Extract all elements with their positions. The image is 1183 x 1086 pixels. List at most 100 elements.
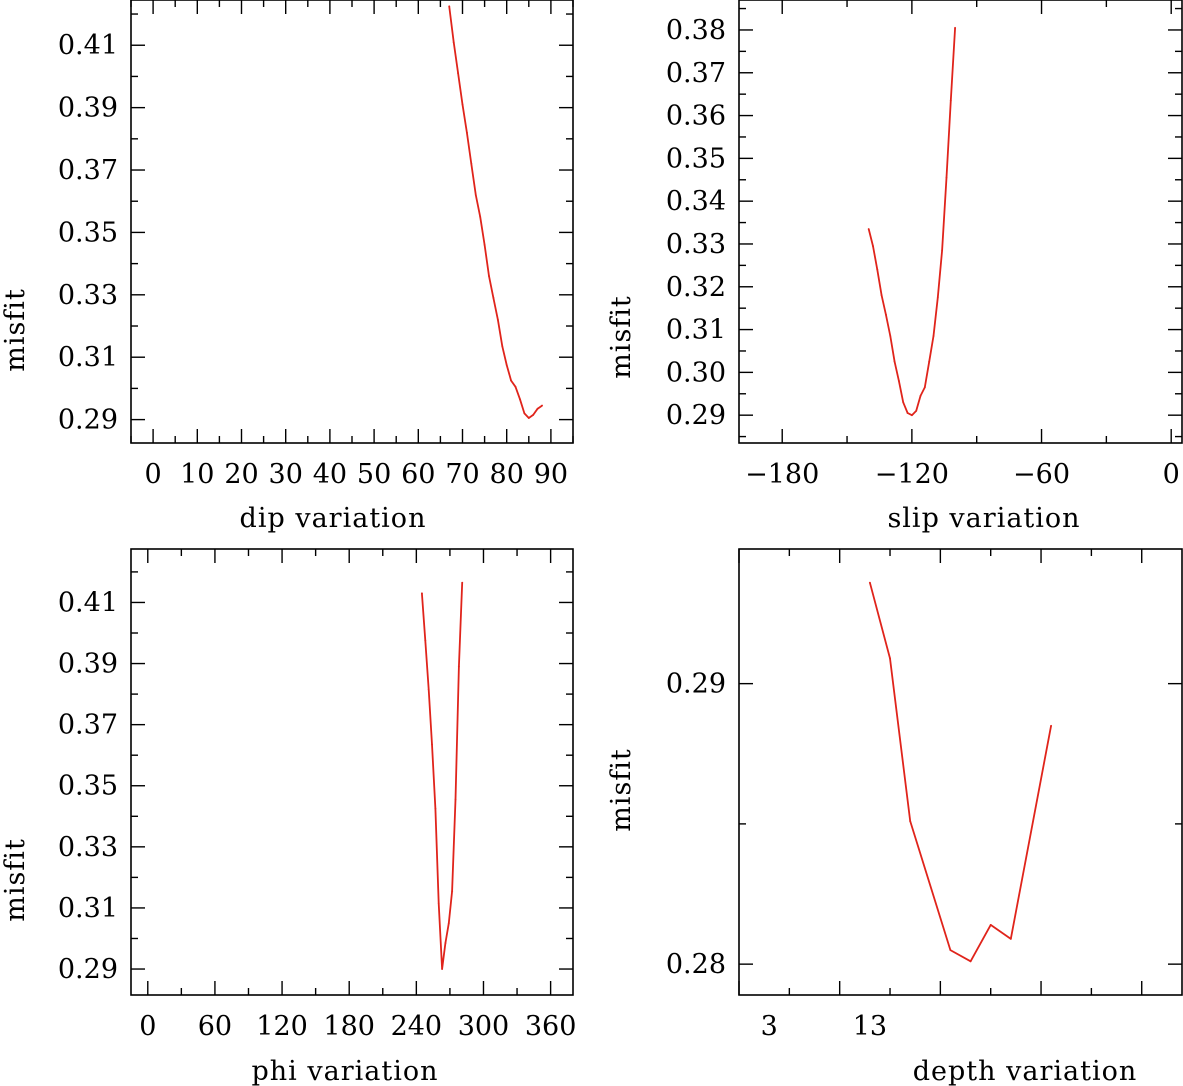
y-tick-label: 0.29 bbox=[58, 405, 118, 436]
x-tick-label: 60 bbox=[401, 459, 435, 490]
data-point bbox=[437, 902, 440, 905]
y-tick-label: 0.37 bbox=[666, 58, 726, 89]
data-point bbox=[452, 41, 455, 44]
data-point bbox=[523, 412, 526, 415]
y-axis-label: misfit bbox=[0, 838, 31, 922]
data-point bbox=[867, 228, 870, 230]
x-axis-label: depth variation bbox=[913, 1056, 1138, 1086]
y-tick-label: 0.34 bbox=[666, 186, 726, 217]
y-tick-label: 0.35 bbox=[666, 143, 726, 174]
x-tick-label: 360 bbox=[525, 1011, 577, 1042]
data-point bbox=[919, 395, 922, 397]
y-tick-label: 0.41 bbox=[58, 587, 118, 618]
chart-panel-3: 0 60 120 180 240 300 360 0.29 0.31 0.33 0.35 0.37 0.… bbox=[0, 548, 577, 1086]
x-tick-label: 30 bbox=[269, 459, 303, 490]
data-point bbox=[431, 743, 433, 746]
chart-panel-2: −180 −120 −60 0 0.29 0.30 0.31 0.32 0.33 0.34 0.35… bbox=[606, 0, 1183, 534]
x-tick-label: 60 bbox=[198, 1011, 232, 1042]
data-point bbox=[945, 176, 948, 179]
data-point bbox=[466, 131, 468, 134]
data-point bbox=[889, 335, 892, 337]
x-tick-label: 50 bbox=[357, 459, 391, 490]
y-tick-label: 0.39 bbox=[58, 93, 118, 124]
data-point bbox=[461, 581, 464, 584]
data-point bbox=[536, 407, 539, 410]
y-tick-label: 0.37 bbox=[58, 155, 118, 186]
y-tick-label: 0.30 bbox=[666, 357, 726, 388]
x-tick-label: 40 bbox=[313, 459, 347, 490]
y-tick-label: 0.31 bbox=[666, 315, 726, 346]
plot-frame bbox=[738, 0, 1183, 444]
y-tick-label: 0.37 bbox=[58, 710, 118, 741]
y-tick-label: 0.41 bbox=[58, 30, 118, 61]
series-line bbox=[448, 6, 543, 419]
data-point bbox=[527, 417, 530, 419]
y-tick-label: 0.28 bbox=[666, 949, 726, 980]
data-point bbox=[514, 385, 517, 388]
data-point bbox=[876, 268, 879, 271]
data-point bbox=[444, 942, 447, 944]
data-point bbox=[868, 581, 871, 584]
x-tick-label: 180 bbox=[323, 1011, 375, 1042]
x-axis-label: dip variation bbox=[240, 503, 427, 534]
series-line bbox=[421, 582, 464, 970]
data-point bbox=[434, 807, 437, 810]
y-tick-label: 0.35 bbox=[58, 771, 118, 802]
y-tick-label: 0.38 bbox=[666, 15, 726, 46]
data-point bbox=[441, 968, 443, 970]
data-point bbox=[910, 414, 913, 417]
data-point bbox=[989, 923, 992, 926]
x-tick-label: 90 bbox=[534, 459, 568, 490]
data-point bbox=[447, 922, 450, 925]
y-tick-label: 0.31 bbox=[58, 893, 118, 924]
x-tick-label: 0 bbox=[145, 459, 162, 490]
data-point bbox=[1050, 724, 1053, 727]
x-tick-label: 120 bbox=[256, 1011, 308, 1042]
data-point bbox=[949, 99, 952, 102]
data-point bbox=[902, 401, 905, 404]
data-point bbox=[492, 297, 495, 299]
data-point bbox=[451, 890, 454, 893]
data-point bbox=[893, 360, 896, 363]
y-tick-label: 0.33 bbox=[58, 280, 118, 311]
y-tick-label: 0.33 bbox=[666, 229, 726, 260]
y-tick-label: 0.29 bbox=[666, 669, 726, 700]
data-point bbox=[483, 243, 486, 246]
data-point bbox=[496, 318, 499, 321]
data-point bbox=[454, 798, 457, 801]
data-point bbox=[519, 398, 521, 401]
data-point bbox=[915, 409, 918, 412]
y-axis-label: misfit bbox=[606, 295, 637, 379]
x-axis-label: phi variation bbox=[251, 1056, 438, 1086]
data-point bbox=[427, 688, 430, 691]
chart-panel-1: 0 10 20 30 40 50 60 70 80 90 0.29 0.31 0.33 0.35 0.37 0… bbox=[0, 0, 574, 534]
x-tick-label: −180 bbox=[745, 459, 819, 490]
data-point bbox=[457, 72, 459, 75]
x-axis-label: slip variation bbox=[887, 503, 1080, 534]
data-point bbox=[424, 639, 427, 642]
series-line bbox=[867, 27, 956, 417]
y-axis-label: misfit bbox=[606, 748, 637, 832]
x-tick-label: −60 bbox=[1013, 459, 1070, 490]
data-point bbox=[949, 949, 952, 952]
x-tick-label: 80 bbox=[490, 459, 524, 490]
y-axis-label: misfit bbox=[0, 288, 31, 372]
data-point bbox=[488, 275, 490, 277]
x-tick-label: 70 bbox=[445, 459, 479, 490]
data-point bbox=[457, 665, 460, 668]
data-point bbox=[880, 294, 883, 297]
x-tick-label: −120 bbox=[875, 459, 949, 490]
plot-frame bbox=[738, 548, 1183, 996]
data-point bbox=[474, 194, 477, 196]
data-point bbox=[941, 249, 944, 252]
data-point bbox=[928, 360, 931, 363]
data-point bbox=[532, 414, 535, 416]
data-point bbox=[906, 412, 909, 414]
y-tick-label: 0.32 bbox=[666, 272, 726, 303]
y-tick-label: 0.31 bbox=[58, 342, 118, 373]
x-tick-label: 300 bbox=[458, 1011, 510, 1042]
data-point bbox=[954, 26, 956, 29]
data-point bbox=[969, 960, 972, 963]
x-tick-label: 3 bbox=[761, 1011, 778, 1042]
